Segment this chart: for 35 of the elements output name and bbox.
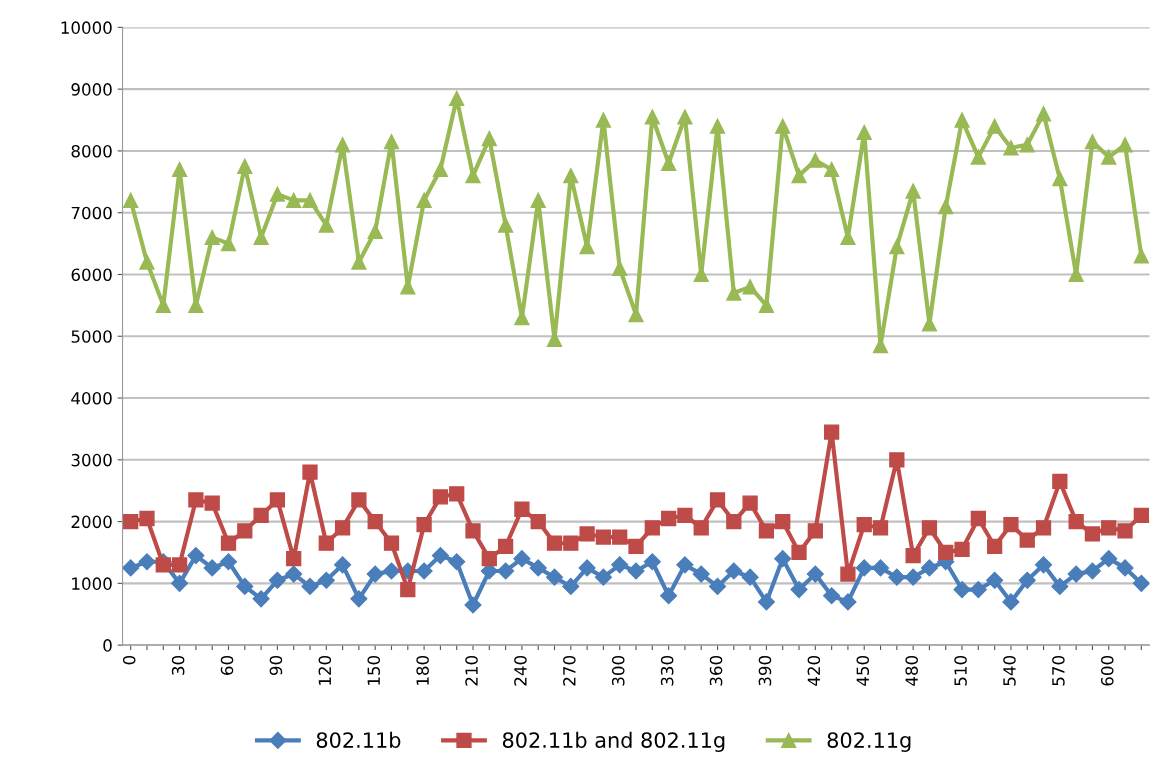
y-tick-label: 6000 bbox=[71, 268, 112, 282]
x-tick-label: 120 bbox=[318, 655, 332, 685]
x-tick-label: 180 bbox=[416, 655, 429, 685]
y-tick-label: 7000 bbox=[71, 206, 112, 220]
y-tick-label: 0 bbox=[103, 639, 112, 652]
legend-label: 802.11b bbox=[316, 731, 401, 748]
x-tick-label: 150 bbox=[367, 655, 381, 685]
legend-label: 802.11g bbox=[827, 732, 911, 753]
x-tick-label: 510 bbox=[954, 655, 967, 686]
x-tick-label: 480 bbox=[905, 655, 918, 686]
x-tick-label: 0 bbox=[122, 655, 136, 665]
x-tick-label: 600 bbox=[1100, 655, 1114, 686]
y-tick-label: 5000 bbox=[71, 330, 112, 343]
x-tick-label: 570 bbox=[1052, 655, 1065, 686]
y-tick-label: 10000 bbox=[61, 21, 112, 34]
legend-label: 802.11b and 802.11g bbox=[502, 731, 725, 753]
x-tick-label: 540 bbox=[1003, 655, 1016, 686]
y-tick-label: 8000 bbox=[71, 144, 112, 158]
y-tick-label: 4000 bbox=[71, 392, 112, 405]
y-tick-label: 1000 bbox=[72, 577, 112, 590]
x-tick-label: 60 bbox=[220, 655, 234, 675]
x-tick-label: 30 bbox=[171, 655, 185, 675]
x-tick-label: 330 bbox=[660, 655, 674, 686]
x-tick-label: 240 bbox=[514, 655, 527, 686]
x-tick-label: 90 bbox=[269, 655, 283, 676]
x-tick-label: 420 bbox=[807, 655, 821, 686]
x-tick-label: 270 bbox=[563, 655, 576, 686]
x-tick-label: 300 bbox=[611, 655, 625, 686]
x-tick-label: 390 bbox=[758, 655, 772, 686]
x-tick-label: 360 bbox=[709, 655, 723, 686]
x-tick-label: 210 bbox=[465, 655, 478, 686]
x-tick-label: 450 bbox=[856, 655, 870, 686]
y-tick-label: 2000 bbox=[71, 515, 112, 529]
y-tick-label: 9000 bbox=[71, 83, 112, 96]
y-tick-label: 3000 bbox=[71, 453, 112, 467]
